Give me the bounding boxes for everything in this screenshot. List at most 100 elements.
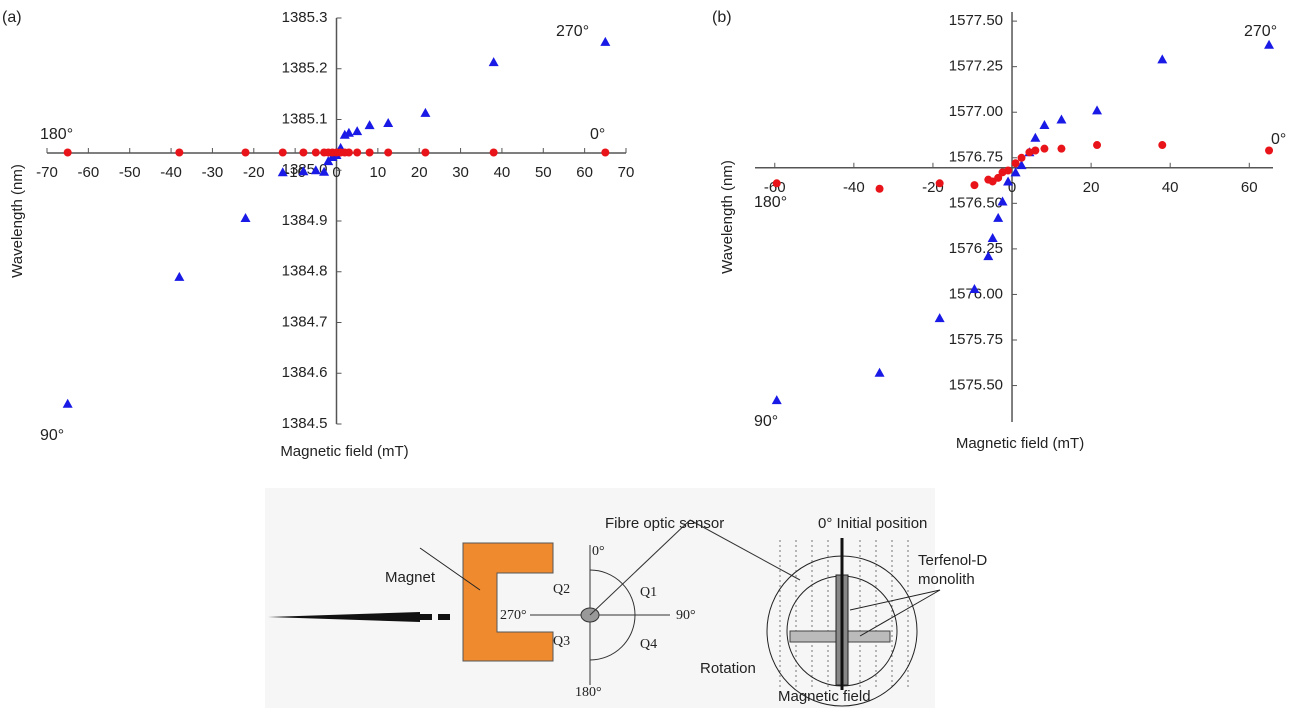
point: [1093, 141, 1102, 150]
point: [1040, 144, 1049, 153]
x-tick-label: 60: [1241, 179, 1258, 196]
point: [983, 251, 994, 261]
point: [1010, 167, 1021, 177]
point: [319, 166, 330, 176]
point: [175, 148, 184, 157]
diagram-bg: [265, 488, 935, 708]
x-tick-label: 10: [370, 164, 387, 181]
y-tick-label: 1385.2: [282, 60, 328, 77]
annotation: 180°: [754, 194, 787, 211]
point: [1158, 141, 1167, 150]
point: [489, 148, 498, 157]
x-axis-label: Magnetic field (mT): [280, 443, 408, 460]
y-tick-label: 1384.9: [282, 212, 328, 229]
annotation: 0°: [590, 126, 605, 143]
quadrant: Q4: [640, 637, 657, 652]
point: [934, 313, 945, 323]
label: Rotation: [700, 660, 756, 677]
x-tick-label: -20: [243, 164, 265, 181]
point: [311, 148, 320, 157]
point: [365, 148, 374, 157]
x-tick-label: 0: [1008, 179, 1016, 196]
quadrant: Q1: [640, 585, 657, 600]
point: [1039, 119, 1050, 129]
magnet: [462, 542, 554, 662]
point: [1264, 39, 1275, 49]
annotation: (a): [2, 9, 22, 26]
x-tick-label: -50: [119, 164, 141, 181]
point: [1265, 146, 1274, 155]
y-tick-label: 1577.25: [949, 58, 1003, 75]
point: [62, 398, 73, 408]
point: [1003, 176, 1014, 186]
label: monolith: [918, 571, 975, 588]
annotation: 270°: [1244, 23, 1277, 40]
label: Terfenol-D: [918, 552, 987, 569]
point: [994, 173, 1003, 182]
point: [298, 166, 309, 176]
y-tick-label: 1384.8: [282, 263, 328, 280]
x-tick-label: 40: [1162, 179, 1179, 196]
x-tick-label: -70: [36, 164, 58, 181]
point: [63, 148, 72, 157]
x-tick-label: 70: [618, 164, 635, 181]
point: [771, 395, 782, 405]
annotation: 90°: [40, 427, 64, 444]
point: [993, 212, 1004, 222]
annotation: 270°: [556, 23, 589, 40]
label: 0° Initial position: [818, 515, 927, 532]
point: [1016, 160, 1027, 170]
point: [970, 181, 979, 190]
arrow: [268, 612, 420, 622]
point: [383, 118, 394, 128]
y-tick-label: 1384.7: [282, 313, 328, 330]
x-tick-label: -30: [202, 164, 224, 181]
x-tick-label: 60: [576, 164, 593, 181]
leader: [859, 589, 941, 637]
point: [1056, 114, 1067, 124]
angle: 270°: [500, 608, 527, 623]
x-tick-label: 0: [332, 164, 340, 181]
label: Fibre optic sensor: [605, 515, 724, 532]
x-tick-label: 20: [1083, 179, 1100, 196]
y-tick-label: 1576.50: [949, 194, 1003, 211]
point: [1157, 54, 1168, 64]
point: [600, 36, 611, 46]
point: [241, 148, 250, 157]
point: [1017, 153, 1026, 162]
x-tick-label: -40: [160, 164, 182, 181]
annotation: 0°: [1271, 131, 1286, 148]
point: [174, 271, 185, 281]
y-tick-label: 1384.5: [282, 415, 328, 432]
x-tick-label: -10: [284, 164, 306, 181]
point: [987, 232, 998, 242]
point: [1011, 159, 1020, 168]
y-tick-label: 1576.75: [949, 149, 1003, 166]
y-tick-label: 1576.25: [949, 240, 1003, 257]
leader: [849, 589, 941, 611]
leader: [419, 547, 481, 591]
diagram: Magnet Fibre optic sensor 0° Initial pos…: [265, 488, 987, 708]
point: [421, 148, 430, 157]
point: [299, 148, 308, 157]
point: [240, 212, 251, 222]
point: [772, 179, 781, 188]
y-tick-label: 1576.00: [949, 285, 1003, 302]
point: [352, 126, 363, 136]
point: [488, 57, 499, 67]
point: [874, 367, 885, 377]
y-axis-label: Wavelength (nm): [9, 164, 26, 278]
point: [364, 120, 375, 130]
y-tick-label: 1385.1: [282, 110, 328, 127]
point: [875, 184, 884, 193]
y-tick-label: 1577.50: [949, 12, 1003, 29]
point: [601, 148, 610, 157]
annotation: 90°: [754, 413, 778, 430]
y-tick-label: 1384.6: [282, 364, 328, 381]
point: [997, 196, 1008, 206]
x-tick-label: 30: [452, 164, 469, 181]
y-tick-label: 1577.00: [949, 103, 1003, 120]
point: [310, 165, 321, 175]
quadrant: Q3: [553, 634, 570, 649]
